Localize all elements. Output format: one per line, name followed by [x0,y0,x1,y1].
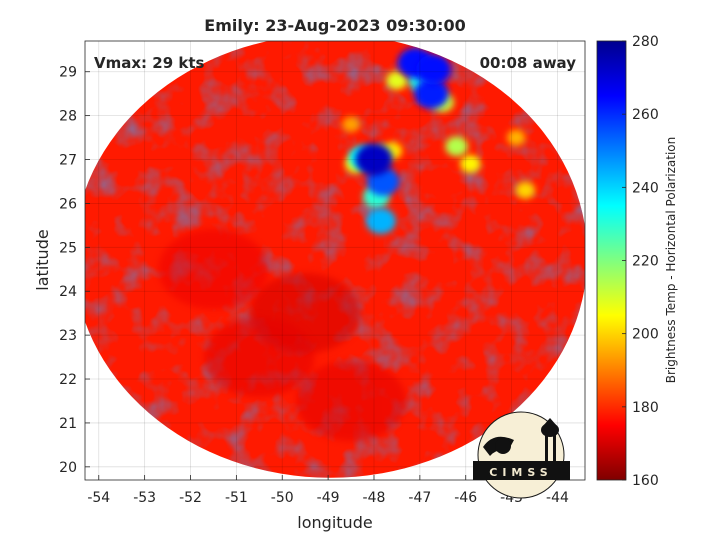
y-tick-label: 21 [59,416,77,432]
ticks: -54 -53 -52 -51 -50 -49 -48 -47 -46 -45 -442021222… [59,65,569,506]
x-tick-label: -52 [179,490,202,506]
colorbar-tick-label: 280 [632,34,659,50]
y-tick-label: 23 [59,328,77,344]
y-tick-label: 25 [59,240,77,256]
x-tick-label: -53 [133,490,156,506]
swath-layer [85,41,585,478]
x-axis-label: longitude [297,513,372,532]
x-tick-label: -44 [546,490,569,506]
grid [85,41,585,480]
colorbar: 160 180 200 220 240 260 280 Brightness Temp - … [596,34,678,489]
cold-feature [386,71,408,90]
colorbar-tick-label: 240 [632,180,659,196]
cimss-logo: CIMSS [473,411,570,499]
cold-feature [515,181,535,199]
colorbar-tick-label: 220 [632,254,659,270]
x-tick-label: -51 [225,490,248,506]
cold-feature [365,207,396,235]
x-tick-label: -46 [454,490,477,506]
logo-dish-2 [495,438,511,454]
colorbar-tick-label: 160 [632,473,659,489]
y-tick-label: 26 [59,196,77,212]
y-tick-label: 20 [59,460,77,476]
y-tick-label: 24 [59,284,77,300]
cold-feature [460,155,481,173]
cold-feature [414,78,449,109]
warm-feature [204,317,315,398]
cold-feature [507,129,526,146]
colorbar-gradient [596,40,627,481]
colorbar-ticks: 160 180 200 220 240 260 280 [622,34,659,489]
x-tick-label: -50 [271,490,294,506]
logo-text: CIMSS [489,466,552,479]
warm-features [158,229,407,441]
y-tick-label: 29 [59,65,77,81]
logo-water-tank [541,423,559,437]
cold-feature [445,136,468,157]
colorbar-label: Brightness Temp - Horizontal Polarizatio… [664,137,678,384]
logo-tower-leg [545,434,548,462]
cold-feature [355,143,393,176]
cold-feature [416,54,452,85]
y-tick-label: 22 [59,372,77,388]
logo-tank-top [543,418,557,426]
x-tick-label: -48 [363,490,386,506]
chart-title: Emily: 23-Aug-2023 09:30:00 [204,16,465,35]
logo-tower-leg-2 [553,434,556,462]
colorbar-tick-label: 260 [632,107,659,123]
logo-building [473,461,570,480]
warm-feature [158,229,269,310]
x-tick-label: -54 [87,490,110,506]
cold-feature [342,116,360,133]
colorbar-tick-label: 180 [632,400,659,416]
axes-box [84,40,586,481]
y-axis-label: latitude [33,229,52,290]
warm-feature [296,360,407,441]
colorbar-tick-label: 200 [632,327,659,343]
distance-annotation: 00:08 away [480,54,577,72]
y-tick-label: 28 [59,109,77,125]
x-tick-label: -49 [317,490,340,506]
y-tick-label: 27 [59,153,77,169]
cold-features [342,47,535,235]
vmax-annotation: Vmax: 29 kts [94,54,204,72]
x-tick-label: -47 [408,490,431,506]
